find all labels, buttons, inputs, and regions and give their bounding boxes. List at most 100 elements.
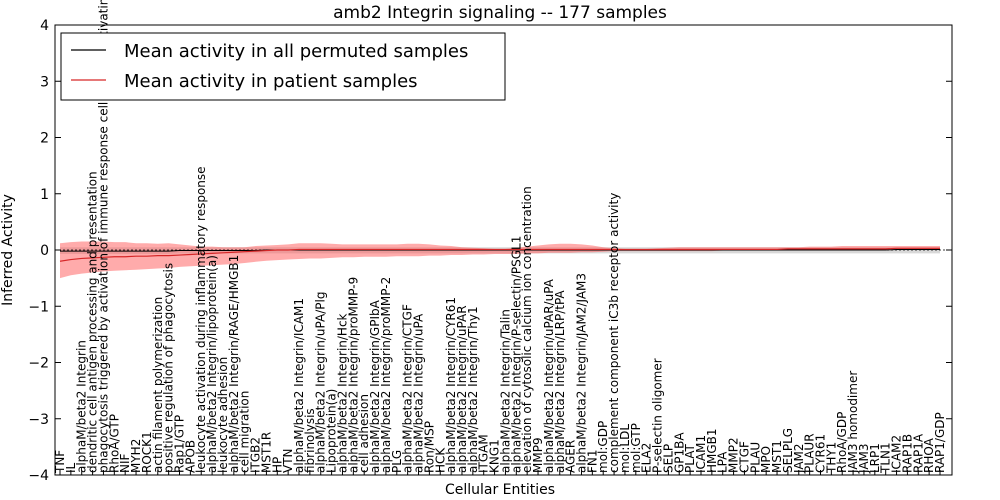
category-label: PLAU xyxy=(748,442,762,473)
y-tick-label: 0 xyxy=(40,243,49,259)
category-label: NIF xyxy=(118,453,132,473)
category-label: TLN1 xyxy=(879,442,893,474)
category-label: AGER xyxy=(564,440,578,473)
category-label: CTGF xyxy=(737,441,751,473)
category-label: ELA2 xyxy=(640,443,654,473)
category-label: THY1 xyxy=(824,442,838,474)
legend-box xyxy=(60,32,506,101)
x-axis-label: Cellular Entities xyxy=(445,482,555,498)
category-label: FN1 xyxy=(585,449,599,473)
y-tick-label: 1 xyxy=(40,187,49,203)
category-label: alphaM/beta2 Integrin/P-selectin/PSGL1 xyxy=(509,236,523,473)
category-label: ROCK1 xyxy=(140,431,154,473)
category-label: PLG xyxy=(390,450,404,473)
legend-label-patient: Mean activity in patient samples xyxy=(124,71,418,92)
category-label: alphaM/beta2 Integrin xyxy=(75,340,89,473)
category-label: JAM2 xyxy=(792,443,806,474)
category-label: RAP1A xyxy=(911,433,925,473)
legend: Mean activity in all permuted samples Me… xyxy=(60,32,506,101)
category-label: JAM3 homodimer xyxy=(846,371,860,474)
category-label: PLAT xyxy=(683,444,697,473)
category-label: alphaM/beta2 Integrin/uPA/Plg xyxy=(314,292,328,473)
y-tick-label: −1 xyxy=(28,299,49,315)
category-label: cell adhesion xyxy=(357,394,371,473)
category-label: alphaM/beta2 Integrin/proMMP-2 xyxy=(379,277,393,473)
category-label: alphaM/beta2 Integrin/LRP/tPA xyxy=(553,290,567,473)
category-label: mol:GDP xyxy=(596,421,610,473)
category-label: TNF xyxy=(53,450,67,474)
category-label: Lipoprotein(a) xyxy=(325,389,339,473)
category-label: P-selectin oligomer xyxy=(651,358,665,473)
category-label: RHOA xyxy=(922,437,936,473)
y-tick-label: −2 xyxy=(28,356,49,372)
category-label: JAM3 xyxy=(857,443,871,474)
category-label: Ron/MSP xyxy=(422,421,436,473)
category-label: elevation of cytosolic calcium ion conce… xyxy=(520,186,534,473)
category-label: CYR61 xyxy=(813,434,827,473)
category-label: HCK xyxy=(433,447,447,473)
category-label: ICAM2 xyxy=(890,435,904,473)
category-label: RhoA/GTP xyxy=(107,414,121,473)
category-label: GP1BA xyxy=(672,432,686,473)
category-label: cell migration xyxy=(238,391,252,473)
category-label: MMP2 xyxy=(727,437,741,473)
category-label: dendritic cell antigen processing and pr… xyxy=(86,171,100,473)
category-label: alphaM/beta2 Integrin/uPAR xyxy=(455,305,469,473)
category-label: MYH2 xyxy=(129,439,143,473)
category-label: MST1 xyxy=(770,440,784,473)
category-label: mol:GTP xyxy=(629,423,643,473)
category-label: SELP xyxy=(661,444,675,473)
category-label: LRP1 xyxy=(868,443,882,473)
y-tick-label: −3 xyxy=(28,412,49,428)
category-label: VTN xyxy=(281,448,295,473)
category-label: RAP1/GDP xyxy=(933,412,947,473)
category-label: alphaM/beta2 Integrin/uPAR/uPA xyxy=(542,278,556,473)
category-label: alphaM/beta2 Integrin/proMMP-9 xyxy=(346,277,360,473)
patient-mean-line xyxy=(59,247,940,262)
y-tick-label: 4 xyxy=(40,18,49,34)
category-label: actin filament polymerization xyxy=(151,297,165,473)
category-label: MMP9 xyxy=(531,437,545,473)
patient-band xyxy=(60,241,940,279)
category-label: fibrinolysis xyxy=(303,408,317,473)
y-tick-label: 2 xyxy=(40,131,49,147)
category-label: MPO xyxy=(759,446,773,473)
category-label: alphaM/beta2 Integrin/RAGE/HMGB1 xyxy=(227,255,241,473)
category-label: alphaM/beta2 Integrin/CTGF xyxy=(401,304,415,473)
category-label: APOB xyxy=(183,440,197,473)
category-label: LPA xyxy=(716,451,730,473)
category-label: SELPLG xyxy=(781,428,795,473)
category-label: ITGAM xyxy=(477,434,491,473)
category-label: alphaM/beta2 Integrin/Talin xyxy=(498,309,512,473)
category-label: RAP1B xyxy=(900,434,914,473)
legend-label-permuted: Mean activity in all permuted samples xyxy=(124,41,468,62)
category-label: complement component iC3b receptor activ… xyxy=(607,193,621,473)
category-label: positive regulation of phagocytosis xyxy=(162,263,176,473)
category-label: alphaM/beta2 Integrin/ICAM1 xyxy=(292,298,306,473)
category-label: PLAUR xyxy=(803,433,817,473)
y-axis-ticks: −4 −3 −2 −1 0 1 2 3 4 xyxy=(28,18,952,484)
category-label: RhoA/GDP xyxy=(835,412,849,473)
category-label: IL xyxy=(64,462,78,473)
category-label: alphaM/beta2 Integrin/Hck xyxy=(335,313,349,473)
x-axis-ticks xyxy=(59,470,941,475)
category-label: MST1R xyxy=(259,432,273,473)
category-label: leukocyte activation during inflammatory… xyxy=(194,166,208,473)
y-axis-label: Inferred Activity xyxy=(0,194,16,306)
category-label: phagocytosis triggered by activation of … xyxy=(96,0,110,473)
category-label: ICAM1 xyxy=(694,435,708,473)
category-label: mol:LDL xyxy=(618,424,632,473)
category-label: alphaM/beta2 Integrin/GPIbA xyxy=(368,299,382,473)
category-label: alphaM/beta2 Integrin/Thy1 xyxy=(466,306,480,473)
y-tick-label: −4 xyxy=(28,468,49,484)
y-tick-label: 3 xyxy=(40,74,49,90)
category-label: KNG1 xyxy=(488,439,502,473)
category-label: alphaM/beta2 Integrin/uPA xyxy=(412,313,426,473)
plot-frame xyxy=(54,24,953,476)
chart-title: amb2 Integrin signaling -- 177 samples xyxy=(333,3,667,23)
category-label: alphaM/beta2 Integrin/JAM2/JAM3 xyxy=(574,273,588,473)
category-label: alphaM/beta2 Integrin/lipoprotein(a) xyxy=(205,255,219,473)
category-label: alphaM/beta2 Integrin/CYR61 xyxy=(444,297,458,473)
